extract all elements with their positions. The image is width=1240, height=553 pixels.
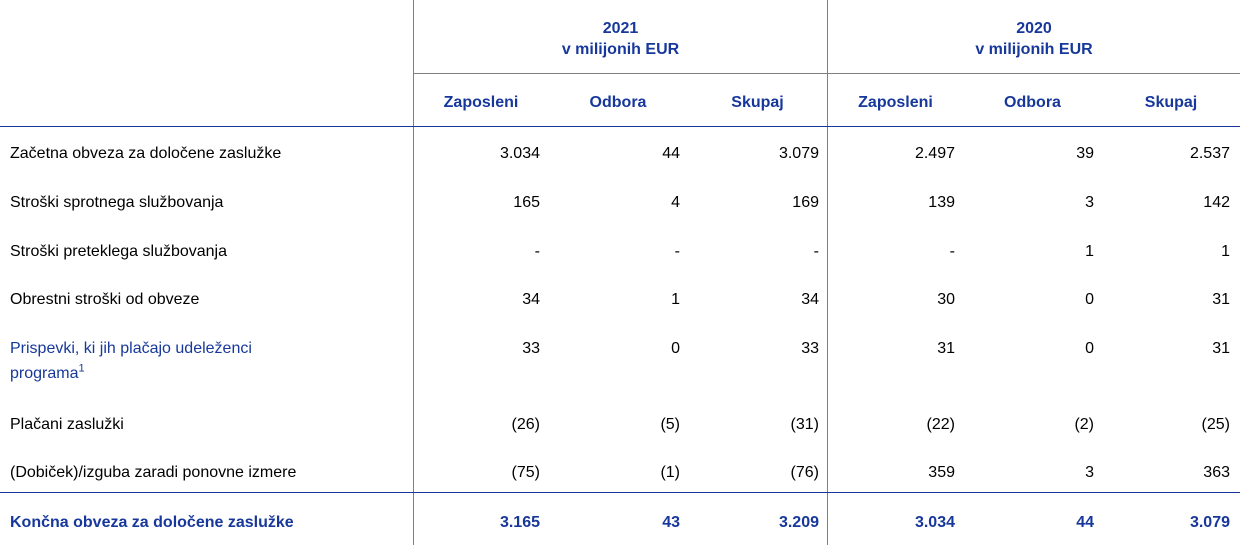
total-value-cell: 43	[662, 514, 680, 531]
divider-year-block	[827, 0, 828, 545]
value-cell: 34	[801, 291, 819, 308]
row-label-remeasurement: (Dobiček)/izguba zaradi ponovne izmere	[10, 464, 297, 481]
value-cell: 34	[522, 291, 540, 308]
value-cell: -	[813, 243, 819, 260]
total-value-cell: 3.165	[499, 514, 540, 531]
value-cell: 0	[1085, 340, 1094, 357]
value-cell: 1	[1221, 243, 1230, 260]
value-cell: 30	[937, 291, 955, 308]
value-cell: -	[949, 243, 955, 260]
value-cell: 1	[671, 291, 680, 308]
value-cell: (26)	[511, 416, 540, 433]
value-cell: -	[534, 243, 540, 260]
value-cell: 4	[671, 194, 680, 211]
label-line-2: programa1	[10, 363, 252, 385]
value-cell: (1)	[660, 464, 680, 481]
row-label-participant-contributions: Prispevki, ki jih plačajo udeleženci pro…	[10, 338, 252, 385]
row-label-benefits-paid: Plačani zaslužki	[10, 416, 124, 433]
value-cell: 165	[513, 194, 540, 211]
value-cell: 3	[1085, 194, 1094, 211]
column-header-skupaj-2021: Skupaj	[731, 94, 784, 111]
value-cell: 39	[1076, 145, 1094, 162]
total-value-cell: 3.079	[1189, 514, 1230, 531]
value-cell: 359	[928, 464, 955, 481]
year-header-2020: 2020 v milijonih EUR	[828, 18, 1240, 60]
label-line-2-text: programa	[10, 365, 79, 382]
total-value-cell: 3.209	[778, 514, 819, 531]
value-cell: 363	[1203, 464, 1230, 481]
value-cell: 3.079	[778, 145, 819, 162]
value-cell: (22)	[926, 416, 955, 433]
value-cell: 31	[1212, 340, 1230, 357]
header-bottom-rule	[0, 126, 1240, 127]
unit-label: v milijonih EUR	[561, 41, 680, 58]
header-divider-2021	[414, 73, 827, 74]
value-cell: (5)	[660, 416, 680, 433]
value-cell: (31)	[790, 416, 819, 433]
year-label: 2020	[1016, 20, 1052, 37]
value-cell: (2)	[1074, 416, 1094, 433]
value-cell: 0	[671, 340, 680, 357]
row-label-opening-obligation: Začetna obveza za določene zaslužke	[10, 145, 282, 162]
value-cell: 2.537	[1189, 145, 1230, 162]
value-cell: 33	[522, 340, 540, 357]
row-label-past-service-cost: Stroški preteklega službovanja	[10, 243, 228, 260]
column-header-zaposleni-2020: Zaposleni	[858, 94, 933, 111]
year-label: 2021	[602, 20, 639, 37]
total-value-cell: 44	[1076, 514, 1094, 531]
value-cell: 33	[801, 340, 819, 357]
header-divider-2020	[828, 73, 1240, 74]
column-header-skupaj-2020: Skupaj	[1144, 94, 1198, 111]
value-cell: (75)	[511, 464, 540, 481]
value-cell: 44	[662, 145, 680, 162]
row-label-closing-obligation: Končna obveza za določene zaslužke	[10, 514, 294, 531]
value-cell: 142	[1203, 194, 1230, 211]
value-cell: (76)	[790, 464, 819, 481]
value-cell: (25)	[1201, 416, 1230, 433]
value-cell: 1	[1085, 243, 1094, 260]
row-label-interest-cost: Obrestni stroški od obveze	[10, 291, 200, 308]
total-top-rule	[0, 492, 1240, 493]
row-label-current-service-cost: Stroški sprotnega službovanja	[10, 194, 224, 211]
value-cell: 31	[937, 340, 955, 357]
column-header-odbora-2020: Odbora	[1004, 94, 1061, 111]
value-cell: -	[674, 243, 680, 260]
value-cell: 31	[1212, 291, 1230, 308]
label-line-1: Prispevki, ki jih plačajo udeleženci	[10, 340, 252, 357]
footnote-marker: 1	[78, 362, 85, 375]
total-value-cell: 3.034	[914, 514, 955, 531]
value-cell: 139	[928, 194, 955, 211]
value-cell: 3.034	[499, 145, 540, 162]
year-header-2021: 2021 v milijonih EUR	[414, 18, 827, 60]
column-header-odbora-2021: Odbora	[589, 94, 647, 111]
unit-label: v milijonih EUR	[975, 41, 1093, 58]
value-cell: 0	[1085, 291, 1094, 308]
divider-left-block	[413, 0, 414, 545]
column-header-zaposleni-2021: Zaposleni	[443, 94, 519, 111]
value-cell: 3	[1085, 464, 1094, 481]
value-cell: 169	[792, 194, 819, 211]
value-cell: 2.497	[914, 145, 955, 162]
